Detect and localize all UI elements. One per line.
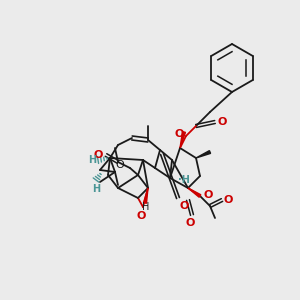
Text: O: O bbox=[224, 195, 233, 205]
Polygon shape bbox=[180, 132, 185, 148]
Polygon shape bbox=[188, 188, 201, 197]
Polygon shape bbox=[196, 151, 211, 158]
Text: O: O bbox=[174, 129, 184, 139]
Text: O: O bbox=[115, 160, 124, 170]
Text: H: H bbox=[88, 155, 96, 165]
Text: H: H bbox=[142, 202, 149, 212]
Text: O: O bbox=[136, 211, 146, 221]
Text: O: O bbox=[94, 150, 103, 160]
Text: O: O bbox=[185, 218, 195, 228]
Polygon shape bbox=[143, 188, 148, 203]
Text: ·H: ·H bbox=[178, 175, 190, 185]
Text: O: O bbox=[180, 201, 189, 211]
Text: H: H bbox=[92, 184, 100, 194]
Text: O: O bbox=[217, 117, 226, 127]
Text: O: O bbox=[203, 190, 212, 200]
